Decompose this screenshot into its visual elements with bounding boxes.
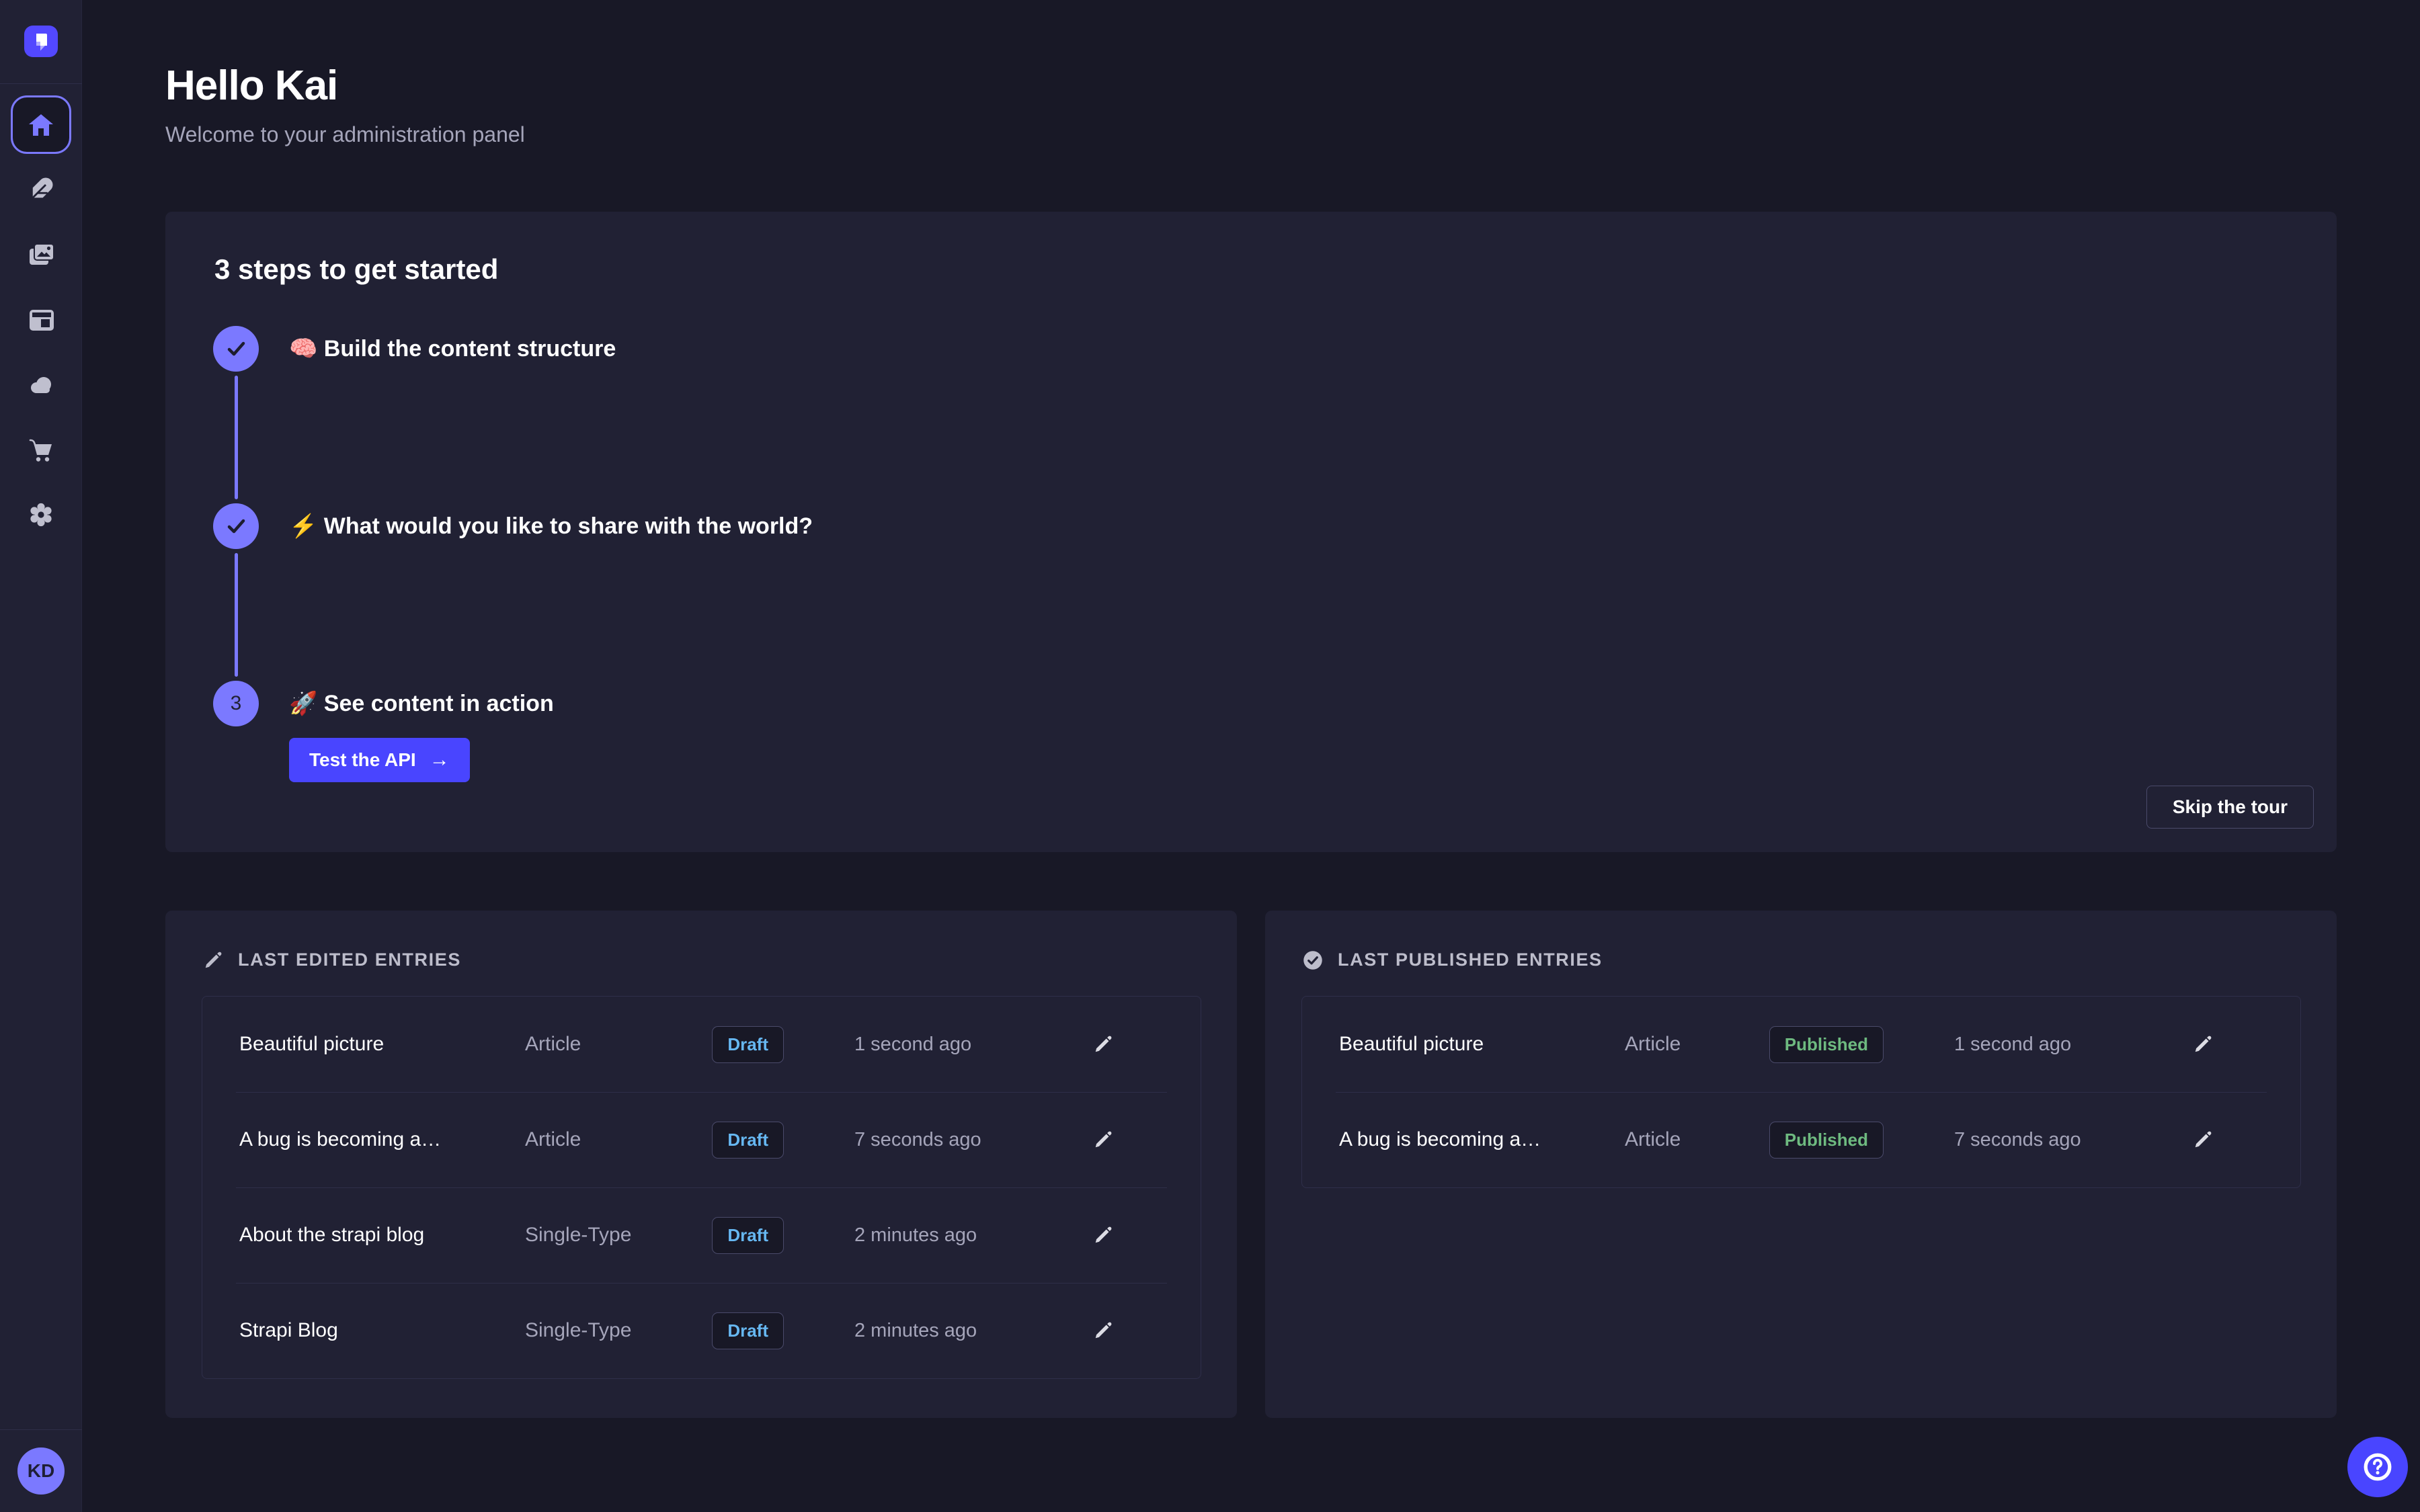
sidebar-item-marketplace[interactable] (11, 429, 71, 472)
step-connector (234, 553, 238, 677)
step-1-label[interactable]: 🧠 Build the content structure (289, 336, 616, 362)
last-edited-heading: LAST EDITED ENTRIES (238, 950, 461, 970)
gear-icon (26, 499, 56, 529)
entry-title: Strapi Blog (239, 1319, 338, 1341)
step-3-number: 3 (230, 692, 242, 714)
entry-time: 1 second ago (854, 1033, 972, 1055)
edit-entry-button[interactable] (1093, 1130, 1113, 1150)
table-row: A bug is becoming a… Article Published 7… (1302, 1092, 2300, 1187)
check-icon (213, 503, 259, 549)
pencil-icon (2193, 1034, 2213, 1054)
last-edited-list: Beautiful picture Article Draft 1 second… (202, 996, 1201, 1379)
entry-type: Article (525, 1033, 581, 1055)
step-2-check-circle (213, 503, 259, 549)
edit-entry-button[interactable] (2193, 1034, 2213, 1054)
question-circle-icon (2358, 1447, 2397, 1486)
onboarding-step-3: 3 🚀 See content in action (213, 681, 813, 726)
onboarding-card: 3 steps to get started 🧠 Build the conte… (165, 212, 2337, 852)
pencil-icon (1093, 1034, 1113, 1054)
pencil-icon (2193, 1130, 2213, 1150)
media-library-icon (26, 240, 56, 269)
feather-icon (27, 175, 55, 204)
last-edited-card: LAST EDITED ENTRIES Beautiful picture Ar… (165, 911, 1237, 1418)
pencil-icon (1093, 1320, 1113, 1341)
strapi-logo-icon (24, 26, 58, 57)
entry-type: Article (1625, 1033, 1681, 1055)
table-row: Strapi Blog Single-Type Draft 2 minutes … (202, 1283, 1201, 1378)
test-api-button[interactable]: Test the API → (289, 738, 470, 782)
sidebar-item-media-library[interactable] (11, 233, 71, 276)
entry-time: 2 minutes ago (854, 1319, 977, 1341)
entry-type: Article (525, 1128, 581, 1150)
last-published-list: Beautiful picture Article Published 1 se… (1301, 996, 2301, 1188)
pencil-icon (203, 950, 223, 970)
cart-icon (26, 435, 56, 465)
sidebar-divider-bottom (0, 1429, 82, 1430)
entry-title: A bug is becoming a… (239, 1128, 442, 1150)
last-published-card: LAST PUBLISHED ENTRIES Beautiful picture… (1265, 911, 2337, 1418)
status-badge: Draft (712, 1025, 784, 1063)
edit-entry-button[interactable] (1093, 1225, 1113, 1245)
entry-time: 1 second ago (1954, 1033, 2072, 1055)
status-badge: Published (1769, 1121, 1884, 1159)
sidebar-item-content-type-builder[interactable] (11, 168, 71, 211)
step-1-check-circle (213, 326, 259, 372)
edit-entry-button[interactable] (1093, 1034, 1113, 1054)
cloud-icon (26, 370, 56, 400)
table-row: Beautiful picture Article Published 1 se… (1302, 997, 2300, 1092)
sidebar-item-home[interactable] (11, 95, 71, 154)
step-3-number-circle: 3 (213, 681, 259, 726)
sidebar-item-settings[interactable] (11, 493, 71, 536)
onboarding-steps: 🧠 Build the content structure ⚡ What wou… (213, 326, 813, 782)
status-badge: Published (1769, 1025, 1884, 1063)
status-badge: Draft (712, 1121, 784, 1159)
entry-title: A bug is becoming a… (1339, 1128, 1541, 1150)
last-published-heading: LAST PUBLISHED ENTRIES (1338, 950, 1603, 970)
step-2-label[interactable]: ⚡ What would you like to share with the … (289, 513, 813, 539)
sidebar-divider-top (0, 83, 82, 84)
pencil-icon (1093, 1130, 1113, 1150)
table-row: About the strapi blog Single-Type Draft … (202, 1187, 1201, 1283)
onboarding-title: 3 steps to get started (214, 253, 499, 285)
onboarding-step-1: 🧠 Build the content structure (213, 326, 813, 503)
step-3-label[interactable]: 🚀 See content in action (289, 691, 554, 716)
entry-title: About the strapi blog (239, 1224, 425, 1246)
avatar-initials: KD (27, 1460, 55, 1481)
entry-type: Article (1625, 1128, 1681, 1150)
edit-entry-button[interactable] (1093, 1320, 1113, 1341)
sidebar-item-content-manager[interactable] (11, 298, 71, 341)
entry-time: 2 minutes ago (854, 1224, 977, 1246)
layout-icon (26, 305, 56, 335)
pencil-icon (1093, 1225, 1113, 1245)
skip-tour-button[interactable]: Skip the tour (2146, 786, 2314, 829)
status-badge: Draft (712, 1216, 784, 1254)
onboarding-step-2: ⚡ What would you like to share with the … (213, 503, 813, 681)
entry-type: Single-Type (525, 1224, 632, 1246)
sidebar-item-cloud[interactable] (11, 364, 71, 407)
home-icon (26, 110, 56, 140)
test-api-label: Test the API (309, 749, 416, 770)
status-badge: Draft (712, 1312, 784, 1349)
strapi-logo[interactable] (24, 26, 58, 57)
table-row: Beautiful picture Article Draft 1 second… (202, 997, 1201, 1092)
help-button[interactable] (2347, 1437, 2408, 1497)
entry-type: Single-Type (525, 1319, 632, 1341)
user-avatar[interactable]: KD (17, 1447, 65, 1495)
check-circle-icon (1303, 950, 1323, 970)
check-icon (213, 326, 259, 372)
edit-entry-button[interactable] (2193, 1130, 2213, 1150)
entry-time: 7 seconds ago (854, 1128, 981, 1150)
step-connector (234, 376, 238, 499)
table-row: A bug is becoming a… Article Draft 7 sec… (202, 1092, 1201, 1187)
page-title: Hello Kai (165, 62, 338, 109)
sidebar: KD (0, 0, 82, 1512)
entry-title: Beautiful picture (239, 1033, 385, 1055)
entry-title: Beautiful picture (1339, 1033, 1484, 1055)
entry-time: 7 seconds ago (1954, 1128, 2081, 1150)
arrow-right-icon: → (429, 749, 450, 771)
page-subtitle: Welcome to your administration panel (165, 122, 525, 146)
